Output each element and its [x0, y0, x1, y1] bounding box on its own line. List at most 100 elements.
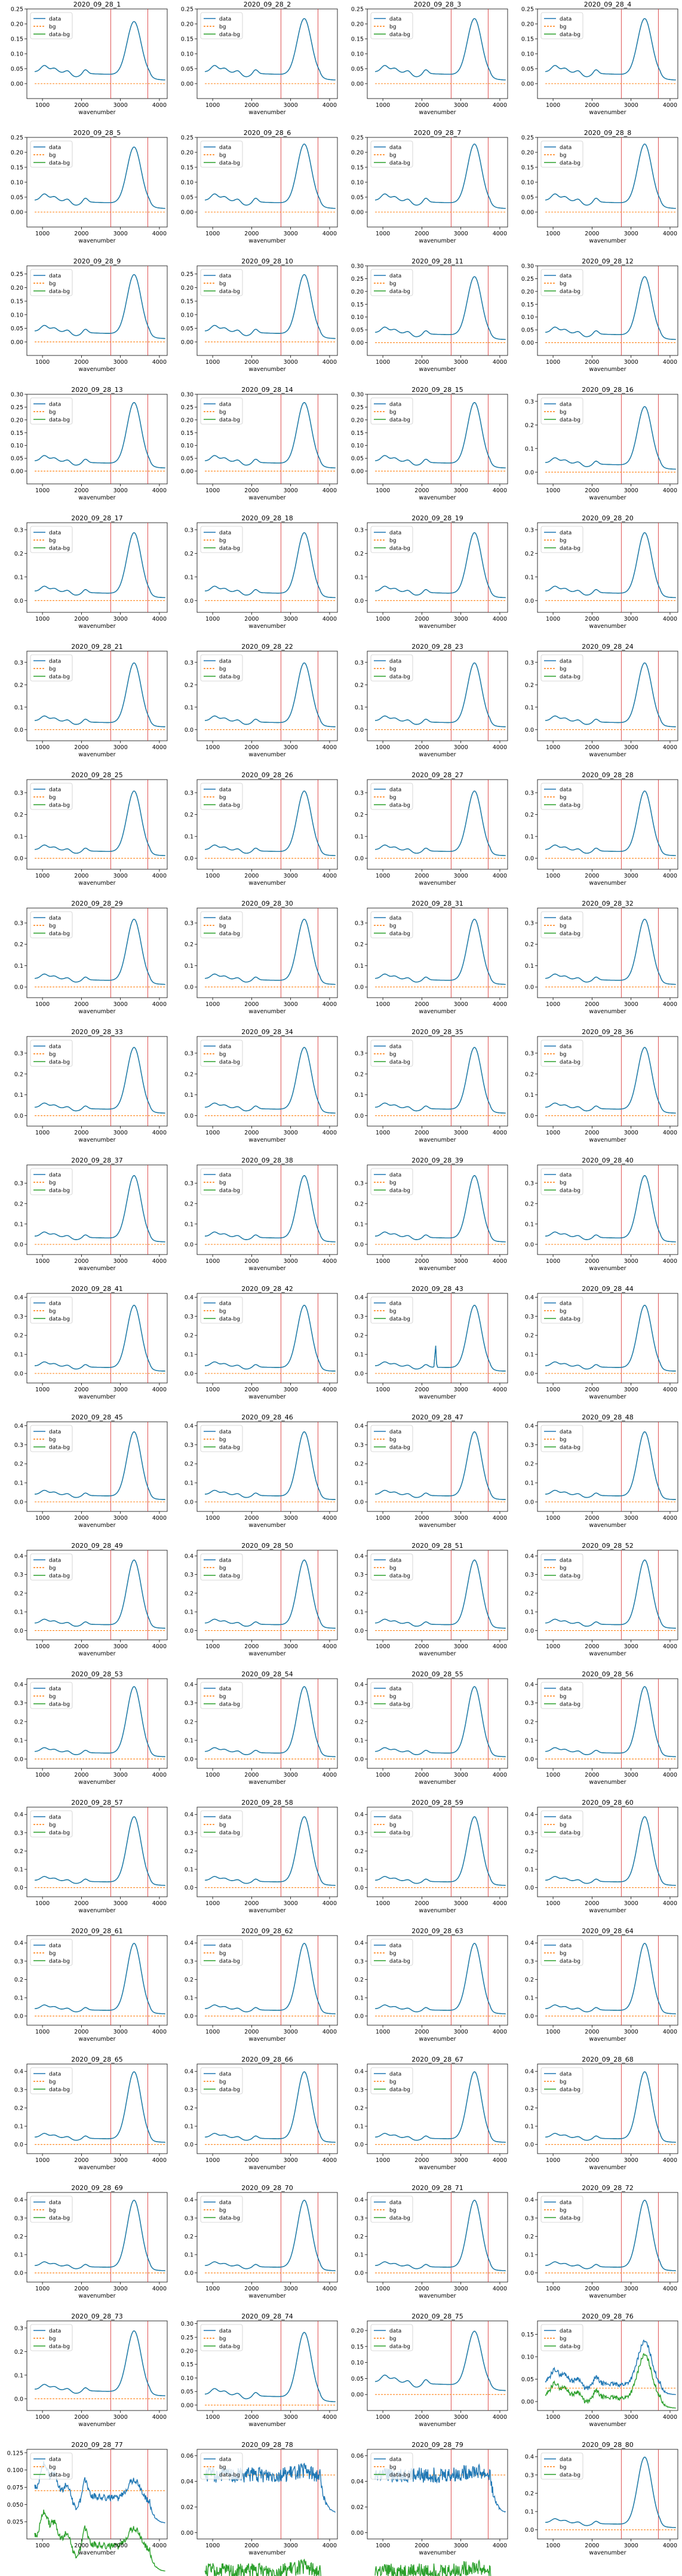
- series-data: [35, 662, 165, 728]
- legend-label: data-bg: [560, 1959, 580, 1965]
- x-axis-label: wavenumber: [78, 2164, 115, 2171]
- legend: [30, 1296, 73, 1324]
- x-tick-label: 2000: [585, 1130, 599, 1136]
- panel-32: 2020_09_28_32 1000 2000 3000 4000 wavenumber 0…: [525, 900, 678, 1015]
- legend-label: bg: [560, 924, 566, 930]
- x-axis-label: wavenumber: [78, 1908, 115, 1914]
- legend-label: bg: [560, 2465, 566, 2471]
- legend-label: data-bg: [49, 2087, 70, 2093]
- y-tick-label: 0.1: [185, 1092, 193, 1099]
- panel-34: 2020_09_28_34 1000 2000 3000 4000 wavenumber 0…: [185, 1028, 338, 1143]
- y-tick-label: 0.3: [525, 1572, 534, 1578]
- y-tick-label: 0.0: [14, 1241, 23, 1248]
- y-tick-label: 0.15: [11, 430, 23, 437]
- legend-label: data: [389, 1301, 401, 1307]
- x-tick-label: 2000: [74, 1258, 88, 1265]
- y-tick-label: 0.0: [525, 1499, 534, 1506]
- panel-title: 2020_09_28_78: [241, 2441, 293, 2449]
- series-data: [375, 18, 506, 81]
- legend-label: data-bg: [389, 2087, 410, 2093]
- y-tick-label: 0.3: [185, 1830, 193, 1836]
- legend-label: data-bg: [389, 1702, 410, 1708]
- y-tick-label: 0.2: [185, 2105, 193, 2112]
- x-tick-label: 3000: [624, 2286, 638, 2292]
- y-tick-label: 0.25: [181, 135, 193, 142]
- panel-76: 2020_09_28_76 1000 2000 3000 4000 wavenumber 0…: [521, 2313, 678, 2428]
- y-tick-label: 0.4: [355, 1940, 364, 1947]
- y-tick-label: 0.3: [525, 527, 534, 533]
- legend-label: data-bg: [49, 931, 70, 937]
- y-tick-label: 0.2: [355, 1848, 364, 1855]
- x-axis-label: wavenumber: [589, 2550, 626, 2556]
- y-tick-label: 0.3: [355, 1442, 364, 1449]
- legend: [370, 911, 413, 939]
- x-axis-label: wavenumber: [78, 366, 115, 373]
- y-tick-label: 0.2: [14, 1201, 23, 1207]
- legend-label: data: [49, 916, 61, 922]
- panel-12: 2020_09_28_12 1000 2000 3000 4000 wavenumber 0…: [521, 257, 678, 373]
- panel-title: 2020_09_28_7: [414, 129, 462, 137]
- x-tick-label: 4000: [663, 2157, 677, 2164]
- x-tick-label: 4000: [663, 1900, 677, 1907]
- y-tick-label: 0.20: [351, 22, 364, 28]
- x-tick-label: 2000: [414, 2157, 429, 2164]
- legend-label: bg: [49, 153, 56, 159]
- y-tick-label: 0.25: [11, 135, 23, 142]
- x-tick-label: 4000: [493, 1387, 507, 1393]
- x-axis-label: wavenumber: [78, 1779, 115, 1786]
- legend-label: bg: [389, 2465, 396, 2471]
- y-tick-label: 0.0: [355, 1628, 364, 1634]
- legend-label: data-bg: [560, 1317, 580, 1323]
- x-tick-label: 1000: [205, 1643, 220, 1650]
- legend-label: bg: [49, 1437, 56, 1443]
- legend-label: data-bg: [49, 1702, 70, 1708]
- x-tick-label: 3000: [113, 1130, 128, 1136]
- y-tick-label: 0.0: [14, 1499, 23, 1506]
- legend: [540, 2067, 583, 2094]
- legend: [370, 2067, 413, 2094]
- series-data: [35, 21, 165, 81]
- legend-label: bg: [560, 281, 566, 287]
- x-tick-label: 1000: [546, 102, 560, 109]
- x-tick-label: 3000: [113, 1900, 128, 1907]
- y-tick-label: 0.2: [355, 1719, 364, 1725]
- series-data-bg: [204, 2558, 321, 2576]
- panel-43: 2020_09_28_43 1000 2000 3000 4000 wavenumber 0…: [355, 1285, 508, 1400]
- x-axis-label: wavenumber: [78, 2421, 115, 2428]
- panel-36: 2020_09_28_36 1000 2000 3000 4000 wavenumber 0…: [525, 1028, 678, 1143]
- y-tick-label: 0.4: [14, 1295, 23, 1301]
- legend: [540, 2195, 583, 2223]
- x-tick-label: 3000: [113, 102, 128, 109]
- legend-label: data-bg: [560, 2344, 580, 2350]
- panel-title: 2020_09_28_30: [241, 900, 293, 907]
- y-tick-label: 0.1: [185, 2124, 193, 2130]
- x-axis-label: wavenumber: [78, 1522, 115, 1529]
- x-axis-label: wavenumber: [248, 752, 285, 758]
- x-tick-label: 3000: [284, 231, 298, 237]
- legend-label: data-bg: [49, 161, 70, 167]
- legend-label: bg: [49, 2080, 56, 2086]
- x-tick-label: 2000: [585, 2414, 599, 2421]
- y-tick-label: 0.20: [351, 150, 364, 157]
- x-tick-label: 4000: [493, 487, 507, 494]
- x-tick-label: 4000: [152, 1001, 167, 1008]
- x-tick-label: 4000: [663, 2286, 677, 2292]
- axes-frame: [26, 1935, 168, 2026]
- panel-1: 2020_09_28_1 1000 2000 3000 4000 wavenumber 0.…: [11, 1, 168, 116]
- x-tick-label: 4000: [493, 2157, 507, 2164]
- legend-label: data-bg: [49, 32, 70, 38]
- legend-label: bg: [560, 1694, 566, 1700]
- axes-frame: [196, 265, 338, 356]
- legend-label: bg: [49, 2208, 56, 2214]
- y-tick-label: 0.0: [14, 855, 23, 862]
- y-tick-label: 0.20: [521, 150, 534, 157]
- panel-title: 2020_09_28_31: [411, 900, 463, 907]
- y-tick-label: 0.05: [181, 66, 193, 73]
- legend-label: data: [389, 1558, 401, 1564]
- legend-label: data: [560, 2329, 572, 2335]
- legend-label: data-bg: [389, 546, 410, 552]
- y-tick-label: 0.1: [14, 963, 23, 970]
- x-tick-label: 3000: [284, 359, 298, 366]
- legend-label: bg: [219, 667, 226, 673]
- x-tick-label: 3000: [454, 2157, 468, 2164]
